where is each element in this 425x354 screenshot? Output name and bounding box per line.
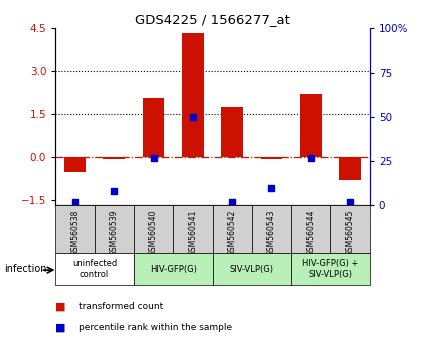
Bar xyxy=(291,205,331,253)
Text: GSM560544: GSM560544 xyxy=(306,209,315,256)
Text: GSM560541: GSM560541 xyxy=(188,209,197,256)
Bar xyxy=(212,253,291,285)
Bar xyxy=(252,205,291,253)
Bar xyxy=(134,253,212,285)
Bar xyxy=(64,157,86,172)
Bar xyxy=(261,157,282,159)
Bar xyxy=(173,205,212,253)
Point xyxy=(150,155,157,160)
Point xyxy=(229,199,235,205)
Text: ■: ■ xyxy=(55,301,66,311)
Point xyxy=(268,185,275,190)
Text: GSM560543: GSM560543 xyxy=(267,209,276,256)
Bar xyxy=(291,253,370,285)
Bar xyxy=(300,94,322,157)
Title: GDS4225 / 1566277_at: GDS4225 / 1566277_at xyxy=(135,13,290,26)
Text: GSM560538: GSM560538 xyxy=(71,209,79,256)
Text: transformed count: transformed count xyxy=(79,302,163,311)
Text: uninfected
control: uninfected control xyxy=(72,259,117,279)
Bar xyxy=(55,253,134,285)
Bar xyxy=(134,205,173,253)
Text: SIV-VLP(G): SIV-VLP(G) xyxy=(230,264,274,274)
Point xyxy=(111,188,118,194)
Text: GSM560540: GSM560540 xyxy=(149,209,158,256)
Text: GSM560539: GSM560539 xyxy=(110,209,119,256)
Bar xyxy=(221,107,243,157)
Text: infection: infection xyxy=(4,264,47,274)
Bar xyxy=(94,205,134,253)
Bar xyxy=(182,33,204,157)
Bar xyxy=(143,98,164,157)
Point xyxy=(71,199,78,205)
Bar xyxy=(331,205,370,253)
Bar xyxy=(103,157,125,159)
Bar xyxy=(339,157,361,179)
Text: HIV-GFP(G): HIV-GFP(G) xyxy=(150,264,197,274)
Bar xyxy=(55,205,94,253)
Text: HIV-GFP(G) +
SIV-VLP(G): HIV-GFP(G) + SIV-VLP(G) xyxy=(302,259,359,279)
Text: percentile rank within the sample: percentile rank within the sample xyxy=(79,323,232,332)
Text: GSM560545: GSM560545 xyxy=(346,209,354,256)
Text: GSM560542: GSM560542 xyxy=(228,209,237,256)
Point xyxy=(307,155,314,160)
Point xyxy=(190,114,196,120)
Point xyxy=(347,199,354,205)
Bar xyxy=(212,205,252,253)
Text: ■: ■ xyxy=(55,322,66,332)
